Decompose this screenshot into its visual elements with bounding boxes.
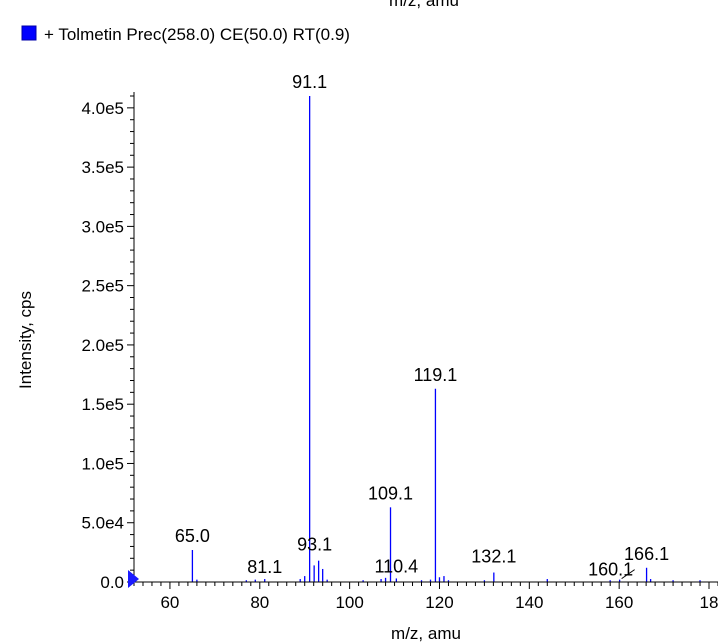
peak-label-8: 160.1 bbox=[588, 560, 633, 580]
legend: + Tolmetin Prec(258.0) CE(50.0) RT(0.9) bbox=[21, 25, 350, 44]
x-tick-label: 140 bbox=[515, 593, 543, 612]
peak-label-2: 109.1 bbox=[368, 483, 413, 503]
y-tick-label: 2.0e5 bbox=[81, 336, 124, 355]
peak-label-4: 93.1 bbox=[297, 535, 332, 555]
y-tick-label: 1.5e5 bbox=[81, 395, 124, 414]
axes-layer: 60 80 100 120 140 160 18 0.0 5.0e4 1.0e5 1.5e5 2.0e… bbox=[81, 92, 718, 612]
x-tick-label: 60 bbox=[160, 593, 179, 612]
x-tick-label: 18 bbox=[700, 593, 718, 612]
peak-label-6: 110.4 bbox=[374, 556, 418, 576]
top-axis-label: m/z, amu bbox=[389, 0, 459, 10]
peak-label-0: 91.1 bbox=[292, 72, 327, 92]
y-axis-title: Intensity, cps bbox=[16, 291, 35, 389]
x-axis-title: m/z, amu bbox=[391, 624, 461, 642]
x-tick-label: 80 bbox=[250, 593, 269, 612]
y-tick-label: 4.0e5 bbox=[81, 99, 124, 118]
peak-label-leader bbox=[621, 569, 635, 580]
y-tick-label: 3.0e5 bbox=[81, 217, 124, 236]
peak-label-1: 119.1 bbox=[414, 365, 458, 385]
peak-labels-layer: 91.1 119.1 109.1 65.0 93.1 81.1 110.4 132.1 160.… bbox=[175, 72, 669, 580]
x-tick-label: 160 bbox=[605, 593, 633, 612]
y-tick-label: 2.5e5 bbox=[81, 277, 124, 296]
peaks-layer bbox=[191, 96, 701, 582]
x-tick-label: 120 bbox=[425, 593, 453, 612]
y-tick-label: 1.0e5 bbox=[81, 454, 124, 473]
peak-label-5: 81.1 bbox=[247, 557, 282, 577]
axis-marker-icon bbox=[128, 570, 139, 588]
x-tick-label: 100 bbox=[335, 593, 363, 612]
peak-label-3: 65.0 bbox=[175, 526, 210, 546]
y-tick-label: 3.5e5 bbox=[81, 158, 124, 177]
y-tick-label: 5.0e4 bbox=[81, 514, 124, 533]
peak-label-9: 166.1 bbox=[624, 544, 669, 564]
peak-label-7: 132.1 bbox=[471, 547, 516, 567]
legend-entry: + Tolmetin Prec(258.0) CE(50.0) RT(0.9) bbox=[44, 25, 350, 44]
y-tick-label: 0.0 bbox=[100, 573, 124, 592]
legend-swatch bbox=[21, 25, 37, 41]
